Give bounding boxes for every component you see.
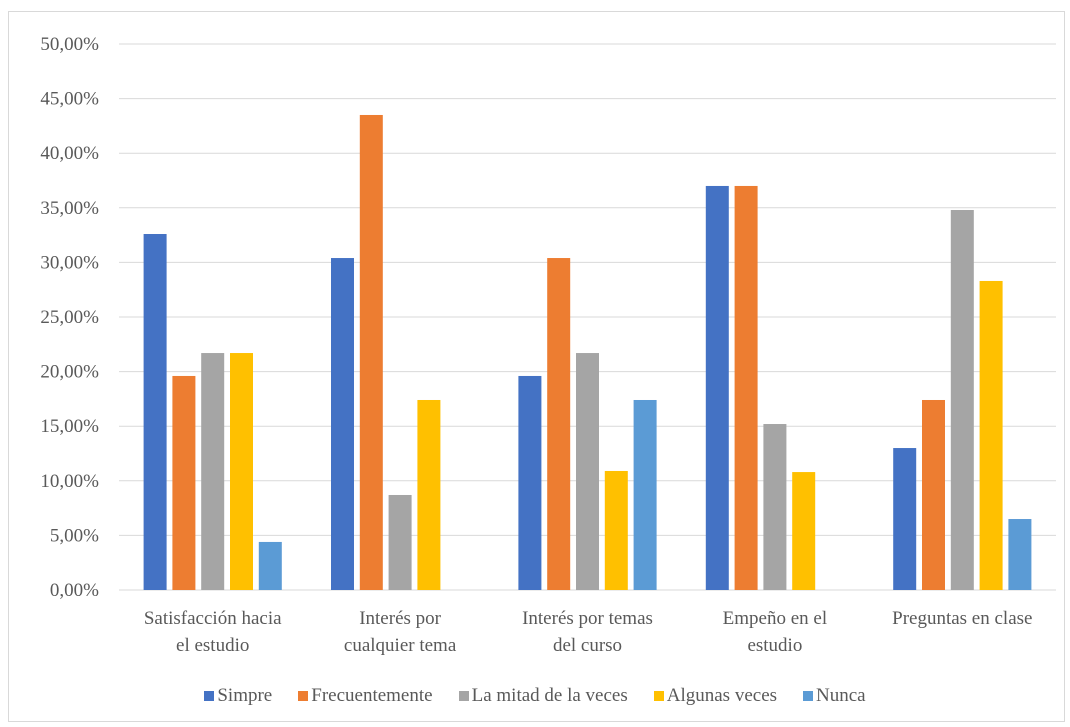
- legend-swatch: [204, 691, 215, 701]
- x-category-label: Empeño en el estudio: [723, 608, 827, 656]
- legend-item: Nunca: [803, 685, 866, 707]
- bars: [143, 114, 1032, 590]
- bar: [172, 375, 196, 590]
- y-tick-label: 20,00%: [40, 362, 99, 383]
- y-tick-label: 15,00%: [40, 416, 99, 437]
- y-tick-label: 35,00%: [40, 198, 99, 219]
- y-axis-ticks: 0,00% 5,00% 10,00% 15,00% 20,00% 25,00% 30,00%…: [40, 34, 99, 601]
- legend-label: Simpre: [217, 685, 273, 706]
- bar: [576, 353, 599, 590]
- bar: [230, 353, 253, 590]
- bar: [734, 185, 758, 590]
- y-tick-label: 5,00%: [50, 525, 99, 546]
- legend-item: Algunas veces: [653, 685, 778, 707]
- bar: [201, 353, 225, 590]
- x-category-label: Interés por temas del curso: [522, 608, 653, 656]
- legend-label: La mitad de la veces: [471, 685, 628, 706]
- y-tick-label: 50,00%: [40, 34, 99, 55]
- bar: [763, 424, 787, 590]
- legend-label: Algunas veces: [666, 685, 778, 706]
- x-category-label: Interés por cualquier tema: [344, 608, 457, 656]
- bar: [893, 448, 917, 590]
- bar: [258, 541, 282, 590]
- legend-item: La mitad de la veces: [458, 685, 628, 707]
- legend-label: Frecuentemente: [311, 685, 433, 706]
- y-tick-label: 10,00%: [40, 471, 99, 492]
- legend-swatch: [298, 691, 309, 701]
- bar: [331, 258, 354, 590]
- bar: [705, 185, 729, 590]
- x-category-label: Satisfacción hacia el estudio: [144, 608, 282, 656]
- legend-item: Frecuentemente: [298, 685, 433, 707]
- legend-swatch: [458, 691, 469, 701]
- x-category-label: Preguntas en clase: [892, 608, 1032, 629]
- bar: [518, 375, 542, 590]
- y-tick-label: 0,00%: [50, 580, 99, 601]
- bar: [792, 472, 816, 590]
- x-axis-categories: Satisfacción hacia el estudio Interés por c…: [144, 608, 1033, 656]
- y-tick-label: 30,00%: [40, 252, 99, 273]
- y-tick-label: 25,00%: [40, 307, 99, 328]
- legend-item: Simpre: [204, 685, 272, 707]
- bar: [388, 494, 412, 590]
- y-tick-label: 40,00%: [40, 143, 99, 164]
- legend-label: Nunca: [816, 685, 866, 706]
- chart-frame: [8, 11, 1065, 722]
- bar: [143, 234, 167, 590]
- bar: [604, 470, 628, 590]
- bar: [417, 399, 441, 590]
- y-tick-label: 45,00%: [40, 89, 99, 110]
- bar: [922, 399, 945, 590]
- legend: Simpre Frecuentemente La mitad de la veces…: [0, 682, 1070, 710]
- bar: [979, 280, 1003, 590]
- bar: [547, 258, 571, 590]
- legend-swatch: [653, 691, 664, 701]
- bar: [950, 209, 974, 590]
- bar: [1008, 519, 1032, 590]
- bar: [633, 399, 657, 590]
- legend-swatch: [803, 691, 814, 701]
- bar: [359, 114, 383, 590]
